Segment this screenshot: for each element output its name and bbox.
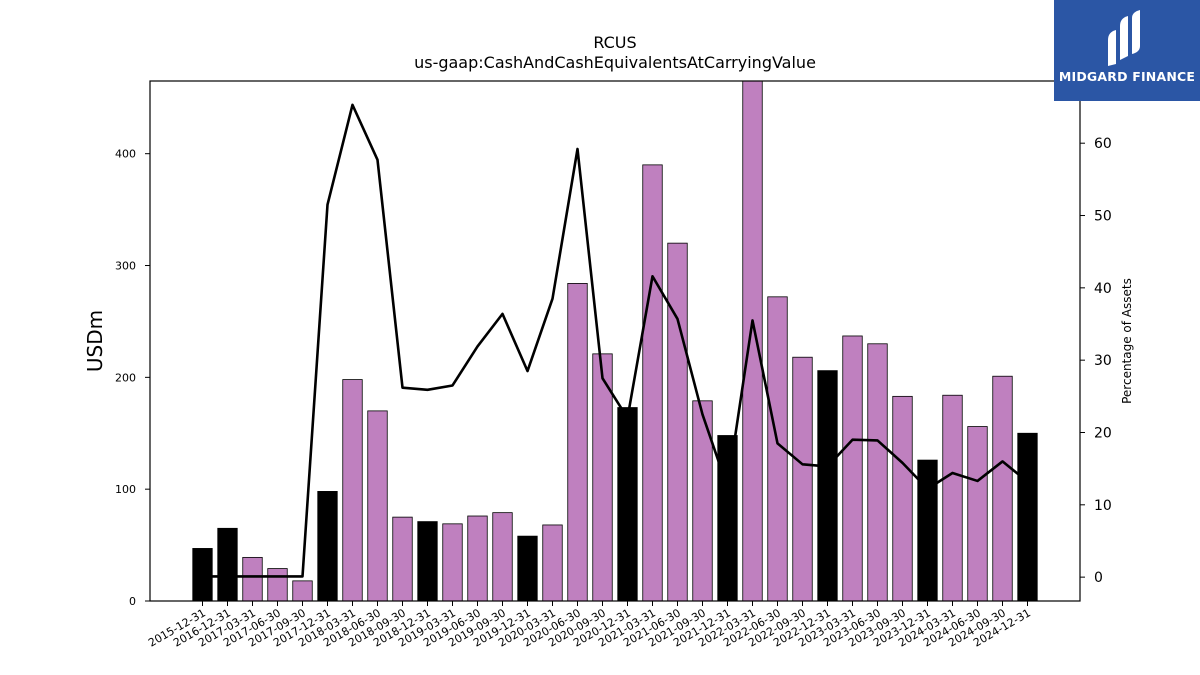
bar-2017-06-30 bbox=[267, 568, 288, 602]
bar-2016-12-31 bbox=[217, 527, 238, 602]
percentage-line bbox=[202, 103, 1029, 578]
bar-2021-06-30 bbox=[667, 242, 688, 602]
bar-2024-09-30 bbox=[992, 375, 1013, 602]
bar-2023-06-30 bbox=[867, 343, 888, 602]
bar-2020-06-30 bbox=[567, 283, 588, 602]
bar-2023-09-30 bbox=[892, 395, 913, 602]
y2-tick-label: 30 bbox=[1094, 353, 1112, 369]
y-axis-label: USDm bbox=[83, 310, 107, 372]
bar-2023-03-31 bbox=[842, 335, 863, 602]
y2-tick-label: 0 bbox=[1094, 570, 1103, 586]
line-layer bbox=[202, 103, 1029, 578]
bar-2022-03-31 bbox=[742, 80, 763, 602]
right-axis-ticks: 0 10 20 30 40 50 60 bbox=[1080, 136, 1112, 586]
y-tick-label: 100 bbox=[115, 483, 136, 496]
bar-2017-09-30 bbox=[292, 580, 313, 602]
x-axis-ticks: 2015-12-312016-12-312017-03-312017-06-30… bbox=[146, 601, 1033, 650]
chart-subtitle: us-gaap:CashAndCashEquivalentsAtCarrying… bbox=[414, 53, 816, 72]
bar-2024-06-30 bbox=[967, 426, 988, 602]
y2-tick-label: 10 bbox=[1094, 498, 1112, 514]
y-tick-label: 400 bbox=[115, 148, 136, 161]
bar-2017-12-31 bbox=[317, 491, 338, 602]
bar-2021-12-31 bbox=[717, 435, 738, 602]
bar-2020-12-31 bbox=[617, 407, 638, 602]
brand-logo: MIDGARD FINANCE bbox=[1054, 0, 1200, 101]
bar-2018-06-30 bbox=[367, 410, 388, 602]
y2-tick-label: 20 bbox=[1094, 425, 1112, 441]
bar-2019-03-31 bbox=[442, 523, 463, 602]
y2-tick-label: 50 bbox=[1094, 209, 1112, 225]
left-axis-ticks: 0 100 200 300 400 bbox=[115, 148, 150, 608]
logo-mark-icon bbox=[1108, 10, 1140, 66]
bar-2024-03-31 bbox=[942, 394, 963, 602]
y-tick-label: 200 bbox=[115, 371, 136, 384]
bar-2019-09-30 bbox=[492, 512, 513, 602]
bar-2018-12-31 bbox=[417, 521, 438, 602]
logo-text: MIDGARD FINANCE bbox=[1058, 69, 1196, 84]
bar-2022-09-30 bbox=[792, 356, 813, 602]
bar-2024-12-31 bbox=[1017, 432, 1038, 602]
bar-group bbox=[192, 80, 1038, 602]
bar-2019-06-30 bbox=[467, 515, 488, 602]
bar-2018-09-30 bbox=[392, 516, 413, 602]
y2-tick-label: 40 bbox=[1094, 281, 1112, 297]
bar-2015-12-31 bbox=[192, 548, 213, 602]
chart-title: RCUS bbox=[593, 33, 637, 52]
bar-2022-12-31 bbox=[817, 370, 838, 602]
bar-2019-12-31 bbox=[517, 535, 538, 602]
right-axis-label: Percentage of Assets bbox=[1120, 278, 1134, 404]
bar-2020-03-31 bbox=[542, 524, 563, 602]
y-tick-label: 0 bbox=[129, 595, 136, 608]
y-tick-label: 300 bbox=[115, 260, 136, 273]
bar-2021-03-31 bbox=[642, 164, 663, 602]
y2-tick-label: 60 bbox=[1094, 136, 1112, 152]
bar-2018-03-31 bbox=[342, 379, 363, 602]
bar-2017-03-31 bbox=[242, 556, 263, 602]
plot-frame bbox=[149, 80, 1081, 602]
